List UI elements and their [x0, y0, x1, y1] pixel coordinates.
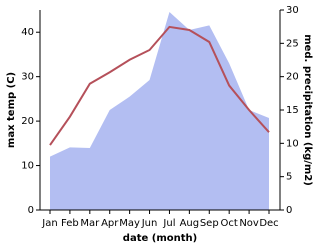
x-tick-label: Nov [239, 218, 259, 229]
x-tick-label: Jul [162, 218, 175, 229]
x-tick-label: Jan [41, 218, 57, 229]
y2-tick-label: 30 [286, 5, 299, 16]
y-tick-label: 10 [21, 161, 34, 172]
y2-tick-label: 5 [286, 172, 292, 183]
y-tick-label: 20 [21, 116, 34, 127]
y-tick-label: 30 [21, 72, 34, 83]
x-tick-label: Sep [200, 218, 219, 229]
y2-tick-label: 25 [286, 38, 299, 49]
precipitation-area [50, 12, 269, 210]
x-tick-label: Oct [221, 218, 238, 229]
y2-axis-label: med. precipitation (kg/m2) [302, 34, 313, 186]
x-tick-label: Dec [259, 218, 278, 229]
y2-tick-label: 20 [286, 72, 299, 83]
y2-tick-label: 0 [286, 205, 292, 216]
x-axis-label: date (month) [123, 233, 197, 244]
y-axis-label: max temp (C) [6, 72, 17, 148]
x-tick-label: May [119, 218, 140, 229]
x-tick-label: Jun [141, 218, 158, 229]
y-tick-label: 40 [21, 27, 34, 38]
x-tick-label: Mar [80, 218, 100, 229]
x-tick-label: Aug [180, 218, 200, 229]
y2-tick-label: 10 [286, 138, 299, 149]
temperature-line [49, 25, 270, 146]
y-tick-label: 0 [28, 205, 34, 216]
x-tick-label: Feb [61, 218, 79, 229]
x-tick-label: Apr [101, 218, 119, 229]
y2-tick-label: 15 [286, 105, 299, 116]
